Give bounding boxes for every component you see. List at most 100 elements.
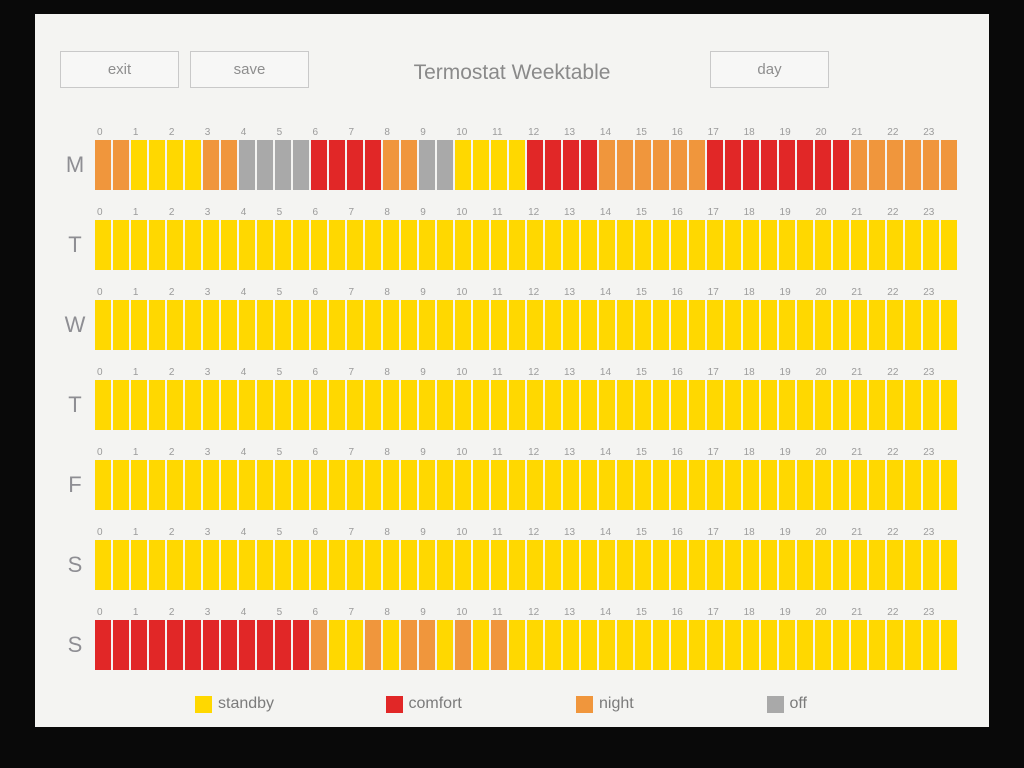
segment-day5-slot37[interactable] — [761, 540, 777, 590]
segment-day2-slot15[interactable] — [365, 300, 381, 350]
segment-day3-slot10[interactable] — [275, 380, 291, 430]
segment-day3-slot31[interactable] — [653, 380, 669, 430]
segment-day6-slot9[interactable] — [257, 620, 273, 670]
segment-day5-slot12[interactable] — [311, 540, 327, 590]
segment-day0-slot31[interactable] — [653, 140, 669, 190]
segment-day1-slot20[interactable] — [455, 220, 471, 270]
segment-day6-slot41[interactable] — [833, 620, 849, 670]
segment-day6-slot8[interactable] — [239, 620, 255, 670]
segment-day2-slot16[interactable] — [383, 300, 399, 350]
segment-day0-slot45[interactable] — [905, 140, 921, 190]
segment-day4-slot36[interactable] — [743, 460, 759, 510]
segment-day5-slot25[interactable] — [545, 540, 561, 590]
segment-day6-slot40[interactable] — [815, 620, 831, 670]
segment-day6-slot34[interactable] — [707, 620, 723, 670]
segment-day5-slot44[interactable] — [887, 540, 903, 590]
segment-day2-slot43[interactable] — [869, 300, 885, 350]
segment-day3-slot3[interactable] — [149, 380, 165, 430]
segment-day5-slot45[interactable] — [905, 540, 921, 590]
segment-day0-slot20[interactable] — [455, 140, 471, 190]
segment-day4-slot2[interactable] — [131, 460, 147, 510]
segment-day5-slot26[interactable] — [563, 540, 579, 590]
segment-day1-slot38[interactable] — [779, 220, 795, 270]
segment-day4-slot0[interactable] — [95, 460, 111, 510]
segment-day1-slot11[interactable] — [293, 220, 309, 270]
segment-day5-slot31[interactable] — [653, 540, 669, 590]
segment-day6-slot5[interactable] — [185, 620, 201, 670]
segment-day4-slot16[interactable] — [383, 460, 399, 510]
segment-day3-slot37[interactable] — [761, 380, 777, 430]
segment-day0-slot35[interactable] — [725, 140, 741, 190]
segment-day3-slot29[interactable] — [617, 380, 633, 430]
segment-day4-slot19[interactable] — [437, 460, 453, 510]
segment-day4-slot41[interactable] — [833, 460, 849, 510]
segment-day5-slot9[interactable] — [257, 540, 273, 590]
segment-day0-slot13[interactable] — [329, 140, 345, 190]
segment-day6-slot27[interactable] — [581, 620, 597, 670]
segment-day6-slot0[interactable] — [95, 620, 111, 670]
segment-day0-slot34[interactable] — [707, 140, 723, 190]
segment-day3-slot21[interactable] — [473, 380, 489, 430]
segment-day5-slot24[interactable] — [527, 540, 543, 590]
segment-day6-slot6[interactable] — [203, 620, 219, 670]
segment-day2-slot10[interactable] — [275, 300, 291, 350]
segment-day3-slot13[interactable] — [329, 380, 345, 430]
segment-day3-slot17[interactable] — [401, 380, 417, 430]
segment-day1-slot34[interactable] — [707, 220, 723, 270]
segment-day6-slot30[interactable] — [635, 620, 651, 670]
segment-day6-slot35[interactable] — [725, 620, 741, 670]
segment-day1-slot6[interactable] — [203, 220, 219, 270]
segment-day4-slot7[interactable] — [221, 460, 237, 510]
segment-day3-slot26[interactable] — [563, 380, 579, 430]
segment-day4-slot44[interactable] — [887, 460, 903, 510]
segment-day4-slot15[interactable] — [365, 460, 381, 510]
segment-day5-slot41[interactable] — [833, 540, 849, 590]
segment-day3-slot11[interactable] — [293, 380, 309, 430]
segment-day4-slot39[interactable] — [797, 460, 813, 510]
segment-day2-slot0[interactable] — [95, 300, 111, 350]
segment-day3-slot38[interactable] — [779, 380, 795, 430]
segment-day3-slot23[interactable] — [509, 380, 525, 430]
segment-day0-slot19[interactable] — [437, 140, 453, 190]
segment-day0-slot22[interactable] — [491, 140, 507, 190]
segment-day6-slot2[interactable] — [131, 620, 147, 670]
segment-day4-slot27[interactable] — [581, 460, 597, 510]
segment-day6-slot18[interactable] — [419, 620, 435, 670]
segment-day1-slot17[interactable] — [401, 220, 417, 270]
segment-day2-slot20[interactable] — [455, 300, 471, 350]
segment-day4-slot4[interactable] — [167, 460, 183, 510]
segment-day2-slot46[interactable] — [923, 300, 939, 350]
segment-day6-slot10[interactable] — [275, 620, 291, 670]
segment-day1-slot0[interactable] — [95, 220, 111, 270]
segment-day0-slot2[interactable] — [131, 140, 147, 190]
segment-day1-slot25[interactable] — [545, 220, 561, 270]
segment-day3-slot43[interactable] — [869, 380, 885, 430]
segment-day1-slot19[interactable] — [437, 220, 453, 270]
segment-day4-slot26[interactable] — [563, 460, 579, 510]
segment-day4-slot17[interactable] — [401, 460, 417, 510]
segment-day0-slot0[interactable] — [95, 140, 111, 190]
segment-day6-slot38[interactable] — [779, 620, 795, 670]
segment-day3-slot40[interactable] — [815, 380, 831, 430]
segment-day1-slot24[interactable] — [527, 220, 543, 270]
segment-day6-slot13[interactable] — [329, 620, 345, 670]
segment-day5-slot6[interactable] — [203, 540, 219, 590]
segment-day2-slot41[interactable] — [833, 300, 849, 350]
segment-day6-slot44[interactable] — [887, 620, 903, 670]
segment-day5-slot33[interactable] — [689, 540, 705, 590]
segment-day2-slot39[interactable] — [797, 300, 813, 350]
segment-day1-slot26[interactable] — [563, 220, 579, 270]
segment-day5-slot18[interactable] — [419, 540, 435, 590]
segment-day2-slot25[interactable] — [545, 300, 561, 350]
segment-day6-slot24[interactable] — [527, 620, 543, 670]
segment-day3-slot2[interactable] — [131, 380, 147, 430]
segment-day3-slot19[interactable] — [437, 380, 453, 430]
segment-day5-slot17[interactable] — [401, 540, 417, 590]
segment-day5-slot8[interactable] — [239, 540, 255, 590]
segment-day2-slot38[interactable] — [779, 300, 795, 350]
segment-day3-slot22[interactable] — [491, 380, 507, 430]
segment-day1-slot5[interactable] — [185, 220, 201, 270]
segment-day6-slot23[interactable] — [509, 620, 525, 670]
segment-day1-slot29[interactable] — [617, 220, 633, 270]
segment-day6-slot47[interactable] — [941, 620, 957, 670]
